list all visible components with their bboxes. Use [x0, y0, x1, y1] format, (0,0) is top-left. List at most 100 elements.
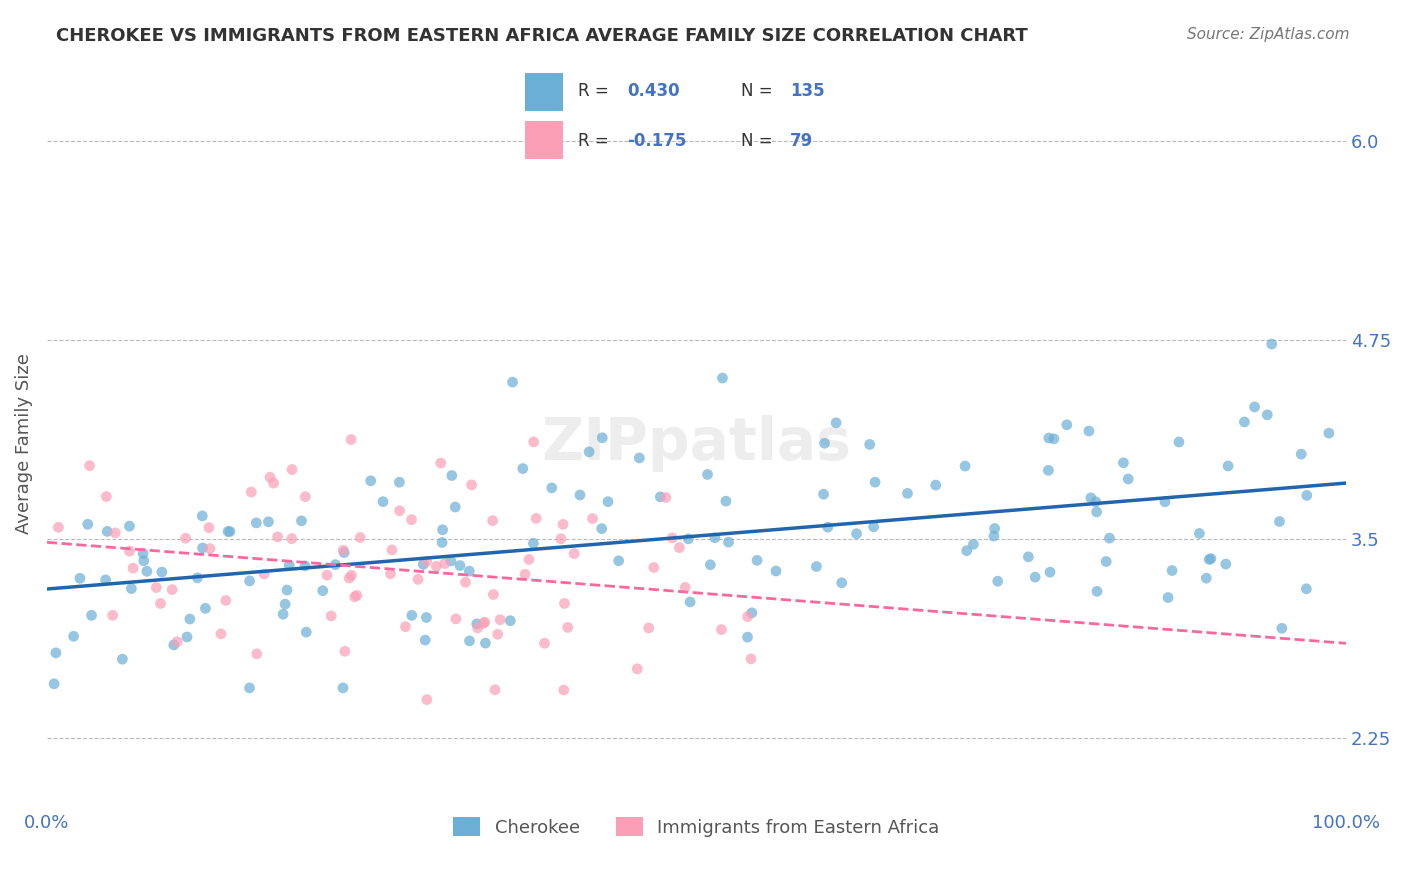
Point: [96, 524, 118, 539]
Text: R =: R =: [578, 132, 614, 150]
Point: [69, 571, 91, 585]
Text: ZIPpatlas: ZIPpatlas: [541, 415, 852, 472]
Point: [1080, 491, 1102, 505]
Point: [343, 590, 366, 604]
Point: [440, 554, 463, 568]
Point: [806, 559, 828, 574]
Point: [1098, 531, 1121, 545]
Point: [394, 620, 416, 634]
Point: [415, 610, 437, 624]
Point: [120, 582, 142, 596]
Point: [179, 612, 201, 626]
Point: [1167, 434, 1189, 449]
Point: [581, 511, 603, 525]
Point: [332, 543, 354, 558]
Point: [1038, 431, 1060, 445]
Point: [472, 616, 495, 631]
Point: [186, 571, 208, 585]
Point: [562, 547, 585, 561]
Point: [896, 486, 918, 500]
Point: [859, 437, 882, 451]
Point: [274, 597, 297, 611]
Text: 135: 135: [790, 82, 825, 100]
Point: [337, 571, 360, 585]
Point: [1084, 495, 1107, 509]
Point: [513, 567, 536, 582]
Point: [219, 524, 242, 539]
Point: [132, 546, 155, 560]
Text: Source: ZipAtlas.com: Source: ZipAtlas.com: [1187, 27, 1350, 42]
Point: [540, 481, 562, 495]
Point: [413, 633, 436, 648]
Point: [94, 573, 117, 587]
Point: [176, 630, 198, 644]
Point: [596, 494, 619, 508]
Point: [484, 682, 506, 697]
Point: [194, 601, 217, 615]
Point: [294, 490, 316, 504]
Point: [557, 620, 579, 634]
Point: [1188, 526, 1211, 541]
Point: [458, 564, 481, 578]
Point: [278, 558, 301, 573]
Point: [111, 652, 134, 666]
Point: [673, 580, 696, 594]
Point: [316, 568, 339, 582]
Point: [217, 524, 239, 539]
Point: [401, 513, 423, 527]
Point: [591, 431, 613, 445]
Point: [737, 609, 759, 624]
Point: [79, 458, 101, 473]
Point: [1038, 463, 1060, 477]
Point: [198, 521, 221, 535]
Point: [360, 474, 382, 488]
Point: [1017, 549, 1039, 564]
Point: [745, 553, 768, 567]
Point: [290, 514, 312, 528]
Point: [1157, 591, 1180, 605]
Point: [191, 508, 214, 523]
Point: [430, 535, 453, 549]
Point: [678, 532, 700, 546]
Point: [740, 652, 762, 666]
Point: [953, 458, 976, 473]
Point: [312, 583, 335, 598]
Point: [101, 608, 124, 623]
Point: [481, 514, 503, 528]
Point: [145, 581, 167, 595]
Point: [388, 475, 411, 490]
Point: [295, 625, 318, 640]
Point: [1199, 551, 1222, 566]
Point: [349, 531, 371, 545]
Point: [1077, 424, 1099, 438]
Point: [765, 564, 787, 578]
Point: [42, 677, 65, 691]
Point: [425, 559, 447, 574]
Point: [502, 375, 524, 389]
Point: [380, 566, 402, 581]
Point: [714, 494, 737, 508]
Point: [1295, 582, 1317, 596]
Point: [578, 445, 600, 459]
Point: [96, 490, 118, 504]
Point: [825, 416, 848, 430]
Point: [863, 475, 886, 490]
Point: [48, 520, 70, 534]
Point: [415, 554, 437, 568]
FancyBboxPatch shape: [524, 73, 562, 111]
Point: [831, 575, 853, 590]
Point: [1056, 417, 1078, 432]
Point: [550, 532, 572, 546]
Point: [862, 520, 884, 534]
Point: [333, 644, 356, 658]
Point: [737, 630, 759, 644]
Point: [553, 683, 575, 698]
Point: [281, 462, 304, 476]
Point: [710, 623, 733, 637]
Point: [1261, 337, 1284, 351]
Point: [512, 461, 534, 475]
Point: [465, 616, 488, 631]
Point: [294, 558, 316, 573]
Point: [1216, 458, 1239, 473]
Text: 79: 79: [790, 132, 814, 150]
